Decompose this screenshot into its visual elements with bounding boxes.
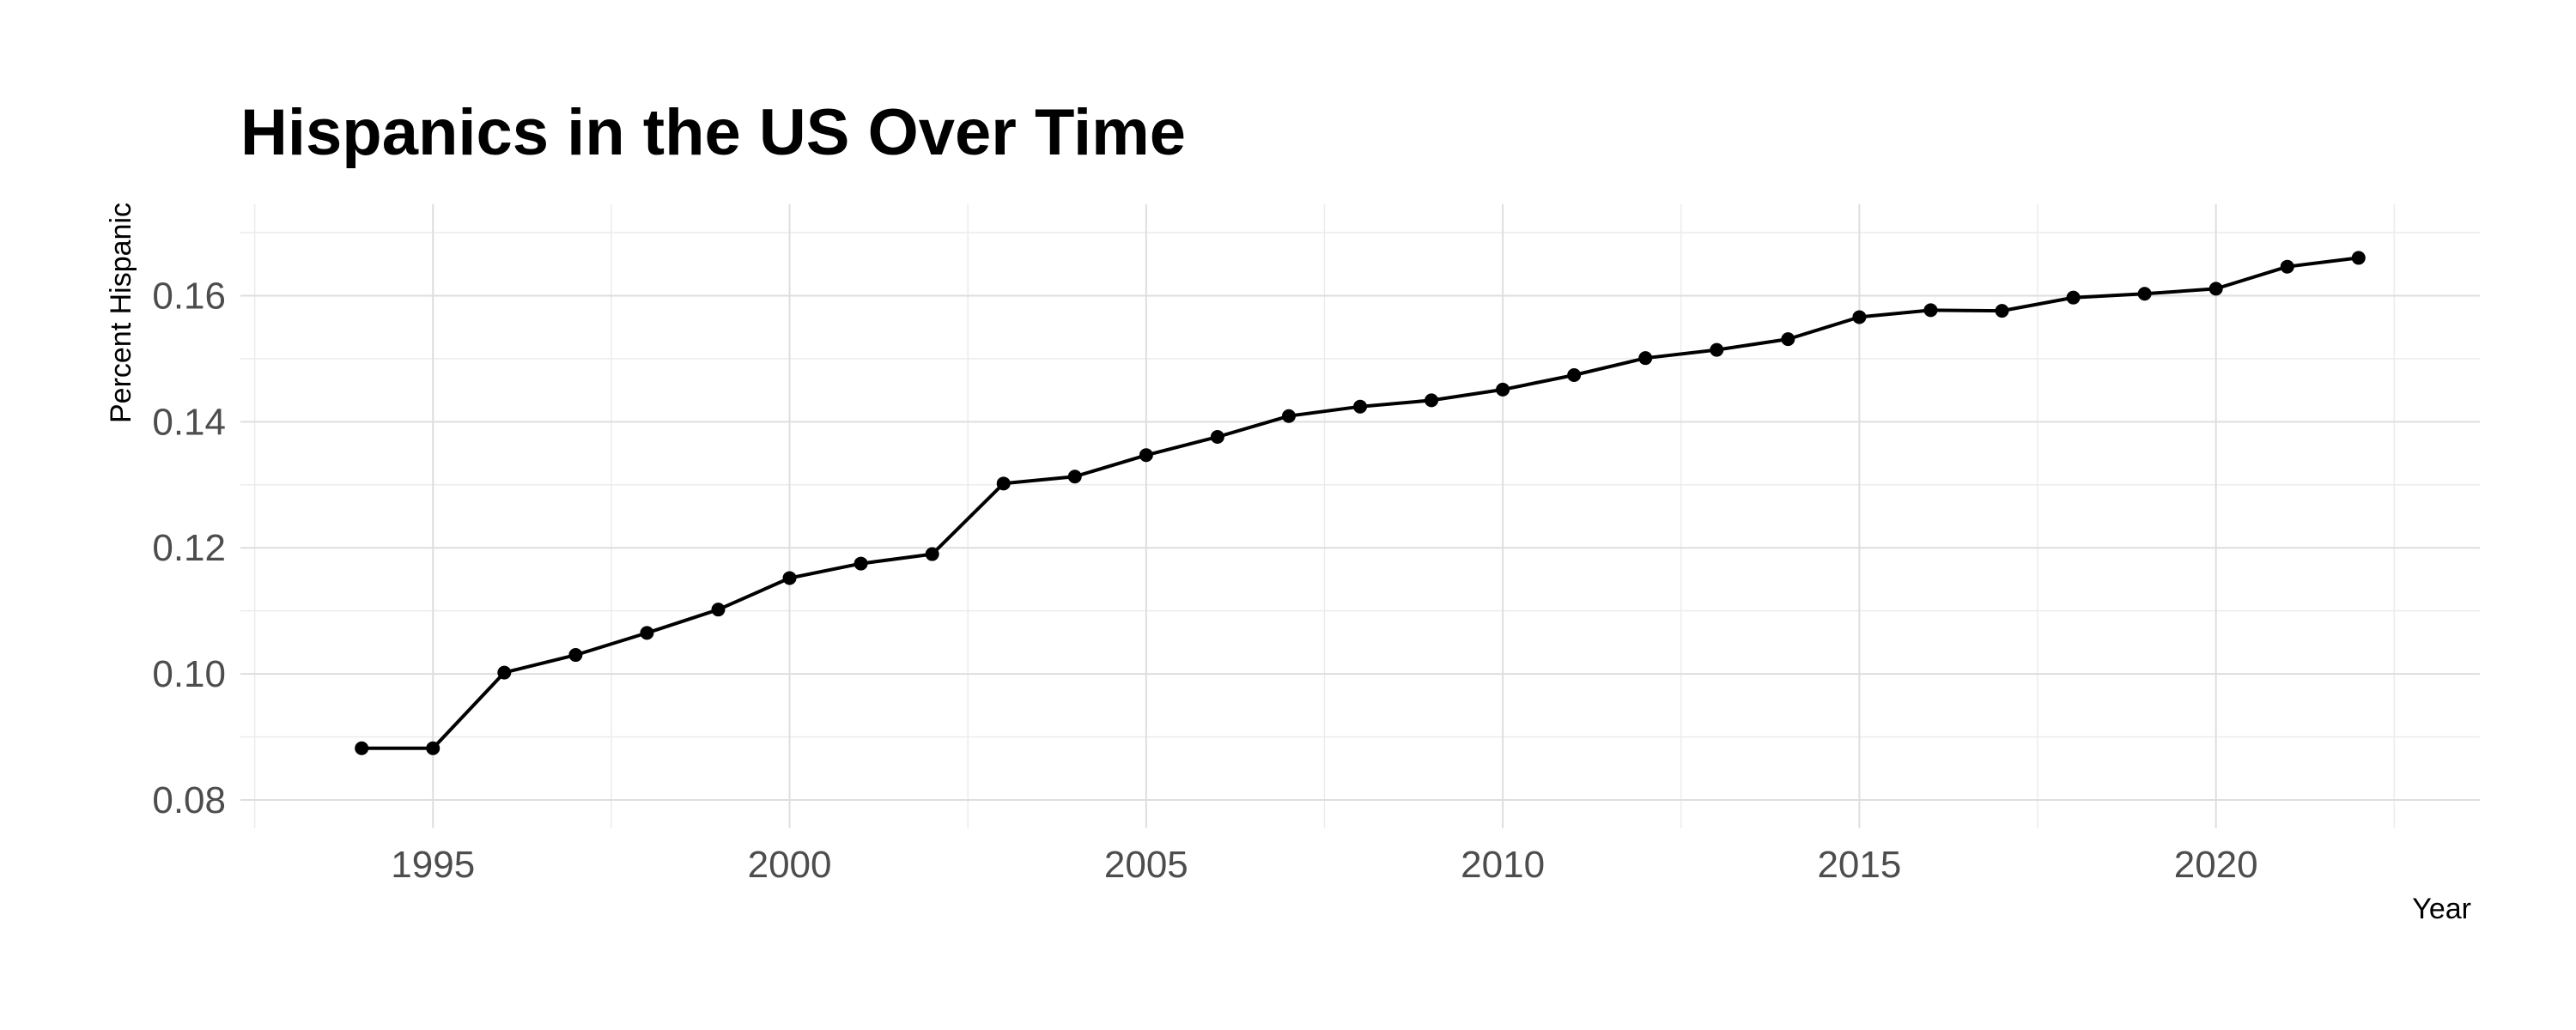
x-tick-label: 1995: [391, 844, 475, 886]
data-point: [2351, 251, 2366, 265]
data-point: [2137, 287, 2152, 301]
data-point: [1567, 368, 1582, 383]
data-point: [1067, 470, 1082, 484]
data-point: [426, 741, 440, 755]
data-point: [1852, 310, 1867, 324]
y-tick-label: 0.12: [152, 527, 226, 569]
data-point: [355, 741, 369, 755]
y-tick-label: 0.08: [152, 779, 226, 821]
x-axis-title: Year: [2412, 893, 2471, 925]
data-point: [1995, 304, 2009, 318]
data-point: [925, 547, 939, 561]
data-point: [640, 626, 654, 640]
y-axis-title: Percent Hispanic: [105, 203, 137, 423]
data-point: [1638, 351, 1653, 366]
grid: [240, 204, 2480, 828]
data-point: [1139, 448, 1153, 463]
data-point: [1496, 382, 1510, 397]
data-point: [1923, 303, 1938, 318]
y-axis-ticks: 0.08 0.10 0.12 0.14 0.16: [152, 275, 226, 821]
data-point: [1425, 393, 1439, 408]
x-tick-label: 2005: [1104, 844, 1188, 886]
data-point: [1210, 429, 1224, 444]
data-point: [1281, 409, 1296, 423]
x-axis-ticks: 1995 2000 2005 2010 2015 2020: [391, 844, 2257, 886]
x-tick-label: 2010: [1461, 844, 1545, 886]
y-tick-label: 0.14: [152, 401, 226, 443]
chart-title: Hispanics in the US Over Time: [240, 96, 1186, 169]
x-tick-label: 2020: [2174, 844, 2258, 886]
data-point: [497, 665, 512, 680]
data-points: [355, 251, 2366, 755]
data-point: [782, 571, 797, 585]
data-point: [2208, 282, 2223, 296]
data-point: [568, 648, 583, 663]
data-point: [854, 556, 868, 571]
data-point: [1353, 399, 1367, 414]
data-point: [1710, 342, 1724, 357]
y-tick-label: 0.16: [152, 275, 226, 317]
x-tick-label: 2015: [1817, 844, 1901, 886]
data-point: [2280, 259, 2294, 274]
y-tick-label: 0.10: [152, 653, 226, 695]
data-point: [2066, 290, 2081, 305]
data-point: [996, 476, 1011, 491]
x-tick-label: 2000: [748, 844, 832, 886]
data-point: [1781, 332, 1795, 347]
data-point: [711, 603, 726, 617]
